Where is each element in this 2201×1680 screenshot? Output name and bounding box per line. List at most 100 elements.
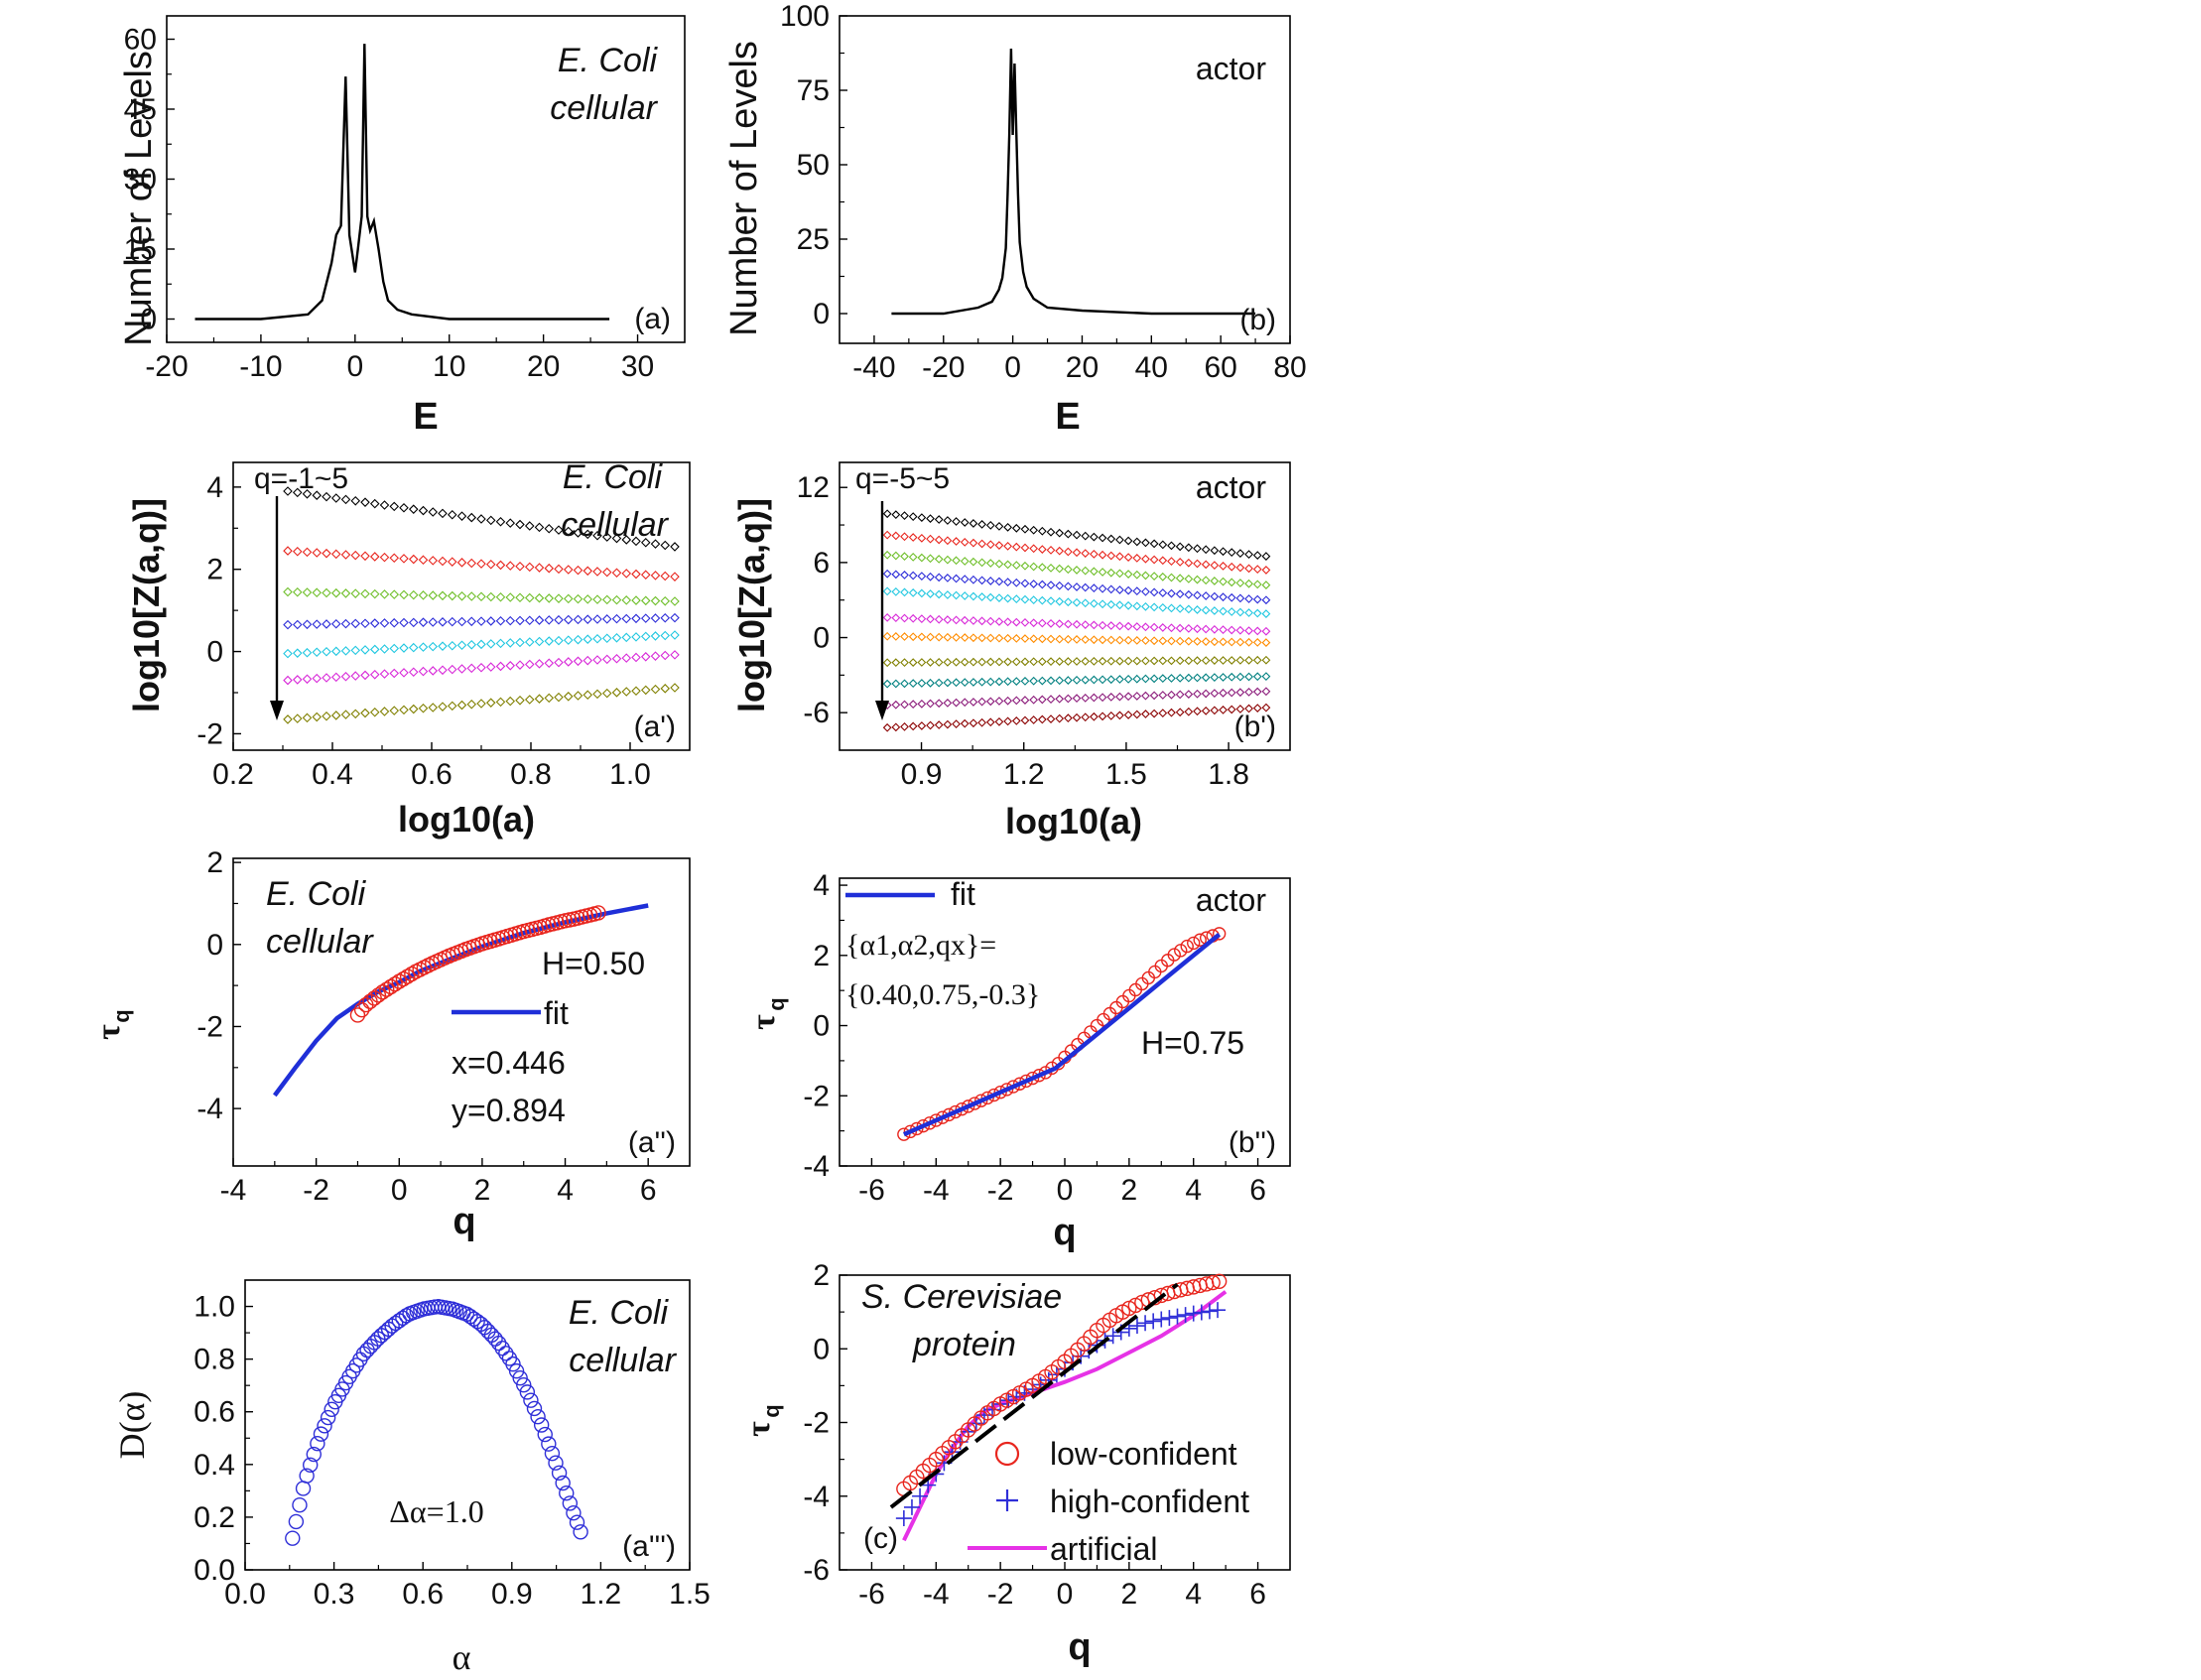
series-marker-a1-6 <box>428 703 439 712</box>
panel-label-c: (c) <box>863 1522 898 1555</box>
y-tick-label-c: -2 <box>803 1407 830 1440</box>
data-marker-b2 <box>1019 1074 1033 1089</box>
series-marker-b1-4 <box>1175 604 1185 613</box>
series-marker-a1-5 <box>515 660 525 670</box>
y-axis-label-b1: log10[Z(a,q)] <box>731 498 772 712</box>
y-tick-label-b1: 0 <box>813 622 830 655</box>
series-marker-b1-7 <box>952 657 961 667</box>
series-marker-b1-9 <box>1046 695 1056 704</box>
series-marker-b1-5 <box>1003 617 1013 627</box>
series-marker-a1-4 <box>583 634 593 644</box>
series-marker-b1-8 <box>891 679 901 689</box>
series-marker-a1-2 <box>573 593 583 604</box>
high-confident-marker-c <box>1201 1303 1218 1320</box>
data-marker-a2 <box>374 984 391 1000</box>
high-confident-marker-c <box>1008 1388 1025 1405</box>
series-marker-a1-5 <box>438 665 448 676</box>
series-marker-a1-2 <box>495 591 506 602</box>
series-marker-b1-0 <box>1115 535 1124 545</box>
series-marker-b1-7 <box>1046 657 1056 667</box>
series-marker-a1-4 <box>408 642 419 653</box>
data-layer <box>194 44 1271 1546</box>
annotation-c-organism: S. Cerevisiae <box>861 1278 1062 1316</box>
series-marker-b1-6 <box>1141 636 1150 645</box>
series-marker-a1-0 <box>660 540 671 551</box>
series-marker-b1-0 <box>1235 549 1245 559</box>
data-marker-a2 <box>370 987 387 1003</box>
series-marker-b1-3 <box>1235 593 1245 603</box>
series-marker-b1-3 <box>1252 594 1262 604</box>
x-tick-label-a: 0 <box>346 350 363 383</box>
series-marker-a1-4 <box>554 635 564 646</box>
histogram-line-a <box>194 44 610 321</box>
series-marker-a1-4 <box>640 631 651 642</box>
series-marker-a1-0 <box>399 503 409 513</box>
series-marker-a1-1 <box>476 559 486 569</box>
series-marker-a1-1 <box>330 549 341 560</box>
y-tick-label-b2: 0 <box>813 1010 830 1043</box>
series-marker-b1-4 <box>994 593 1004 602</box>
series-marker-b1-9 <box>1123 692 1133 702</box>
series-marker-b1-6 <box>926 632 935 642</box>
x-tick-label-b2: 2 <box>1121 1174 1138 1207</box>
series-marker-a1-5 <box>640 652 651 662</box>
series-marker-a1-6 <box>573 691 583 701</box>
series-marker-a1-0 <box>283 486 293 496</box>
series-marker-b1-2 <box>1252 580 1262 589</box>
series-marker-b1-9 <box>1055 694 1065 704</box>
series-marker-a1-3 <box>495 615 506 626</box>
series-marker-b1-1 <box>1063 547 1073 557</box>
series-marker-b1-10 <box>1098 711 1107 721</box>
series-marker-a1-1 <box>670 572 680 582</box>
series-marker-b1-9 <box>1072 694 1082 704</box>
series-marker-b1-7 <box>934 658 944 667</box>
data-marker-b2 <box>897 1127 911 1141</box>
series-marker-b1-6 <box>1037 634 1047 644</box>
series-marker-b1-2 <box>1210 577 1220 585</box>
series-marker-b1-5 <box>1098 620 1107 630</box>
series-marker-a1-5 <box>292 675 303 685</box>
series-marker-a1-3 <box>312 619 323 629</box>
series-marker-a1-6 <box>505 696 516 707</box>
series-marker-b1-2 <box>1261 581 1271 589</box>
series-marker-b1-2 <box>1158 572 1168 582</box>
series-marker-b1-10 <box>1252 704 1262 712</box>
series-marker-a1-3 <box>340 618 351 629</box>
series-marker-b1-4 <box>908 588 918 597</box>
series-marker-a1-1 <box>554 564 564 575</box>
series-marker-b1-6 <box>1020 634 1030 643</box>
series-marker-a1-2 <box>534 592 545 603</box>
series-marker-a1-1 <box>466 558 477 569</box>
series-marker-a1-1 <box>611 568 622 579</box>
series-marker-b1-3 <box>943 574 953 582</box>
series-marker-b1-0 <box>943 516 953 525</box>
series-marker-a1-1 <box>524 562 535 573</box>
series-marker-b1-1 <box>943 536 953 546</box>
annotation-b2-values: {0.40,0.75,-0.3} <box>845 978 1040 1011</box>
series-marker-a1-1 <box>360 551 370 562</box>
x-tick-label-a1: 1.0 <box>609 758 651 791</box>
series-marker-a1-5 <box>428 666 439 676</box>
series-marker-b1-3 <box>1020 579 1030 588</box>
y-axis-label-a1: log10[Z(a,q)] <box>126 498 167 712</box>
series-marker-a1-1 <box>322 548 331 559</box>
spectrum-marker-a3 <box>288 1513 305 1530</box>
high-confident-marker-c <box>1210 1302 1227 1319</box>
series-marker-a1-2 <box>302 587 313 597</box>
series-marker-a1-4 <box>399 643 409 653</box>
series-marker-b1-3 <box>1029 580 1039 588</box>
series-marker-b1-2 <box>1063 565 1073 575</box>
annotation-b1-q-range: q=-5~5 <box>855 462 950 495</box>
series-marker-b1-1 <box>1055 546 1065 556</box>
y-tick-label-a: 45 <box>124 93 157 126</box>
series-marker-a1-3 <box>515 615 525 626</box>
series-marker-b1-1 <box>1011 542 1021 552</box>
series-marker-a1-1 <box>350 550 361 561</box>
legend-label-b2: fit <box>951 876 975 912</box>
series-marker-b1-2 <box>1141 571 1150 581</box>
series-marker-a1-3 <box>524 615 535 626</box>
high-confident-marker-c <box>1137 1315 1154 1332</box>
series-marker-b1-1 <box>1227 562 1236 572</box>
series-marker-b1-10 <box>1201 706 1211 715</box>
